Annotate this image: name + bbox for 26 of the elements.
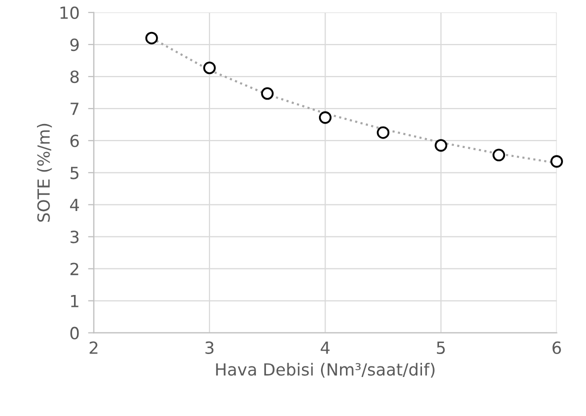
x-tick-label: 6 — [552, 341, 561, 354]
point — [550, 155, 563, 168]
point — [376, 126, 390, 139]
point — [492, 148, 506, 162]
point — [261, 87, 274, 100]
y-tick-label: 10 — [60, 6, 79, 20]
y-tick-label: 9 — [70, 38, 79, 52]
y-tick-label: 0 — [70, 326, 79, 340]
y-tick-label: 3 — [70, 230, 79, 244]
x-tick-label: 2 — [90, 341, 98, 354]
x-tick-label: 3 — [205, 341, 214, 354]
y-tick-label: 2 — [70, 262, 78, 276]
y-tick-label: 1 — [71, 294, 78, 308]
point — [434, 139, 448, 152]
point — [145, 32, 158, 44]
x-tick-label: 5 — [436, 342, 445, 354]
point — [318, 111, 332, 124]
y-tick-label: 6 — [70, 134, 79, 148]
y-tick-label: 4 — [70, 198, 79, 212]
y-tick-label: 7 — [70, 102, 78, 115]
x-axis-title: Hava Debisi (Nm³/saat/dif) — [216, 362, 434, 378]
y-tick-label: 5 — [70, 166, 78, 180]
y-axis-title: SOTE (%/m) — [36, 124, 52, 222]
point — [203, 62, 216, 74]
x-tick-label: 4 — [320, 342, 330, 354]
y-tick-label: 8 — [70, 70, 79, 84]
